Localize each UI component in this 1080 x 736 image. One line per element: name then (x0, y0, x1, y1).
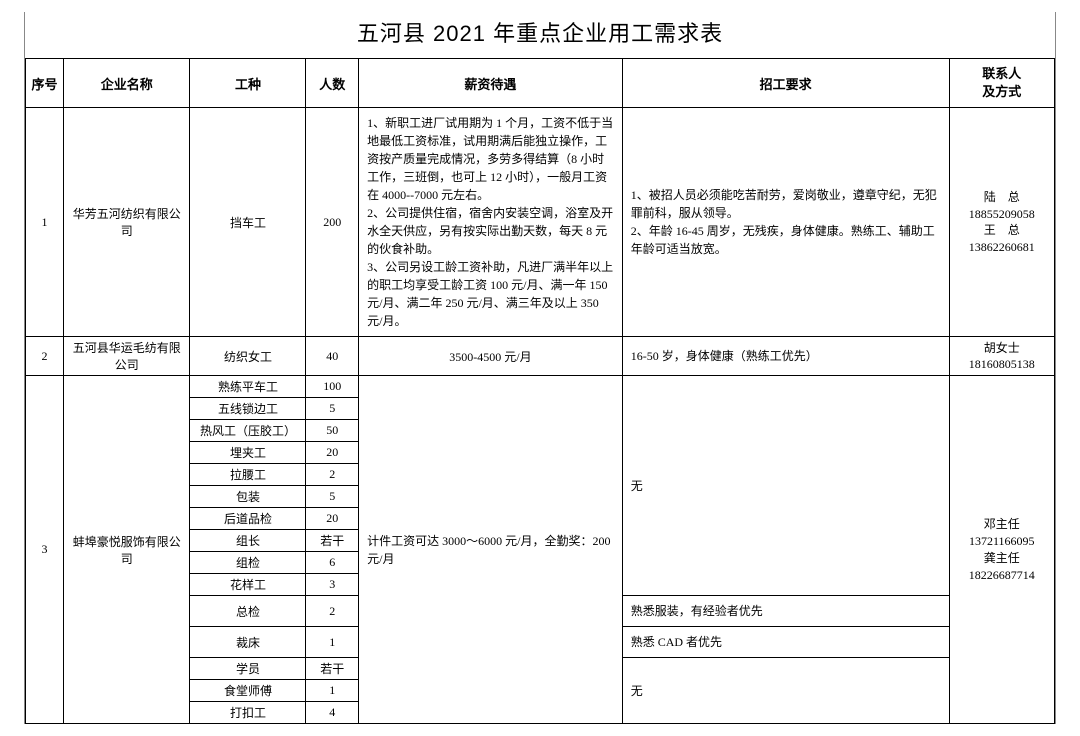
cell-contact: 胡女士18160805138 (949, 337, 1054, 376)
cell-req: 熟悉 CAD 者优先 (622, 627, 949, 658)
cell-contact: 邓主任13721166095龚主任18226687714 (949, 376, 1054, 724)
cell-job: 裁床 (190, 627, 306, 658)
cell-count: 40 (306, 337, 359, 376)
cell-count: 若干 (306, 530, 359, 552)
cell-job: 埋夹工 (190, 442, 306, 464)
cell-pay: 1、新职工进厂试用期为 1 个月，工资不低于当地最低工资标准，试用期满后能独立操… (359, 108, 623, 337)
cell-count: 若干 (306, 658, 359, 680)
cell-job: 热风工（压胶工） (190, 420, 306, 442)
page-title: 五河县 2021 年重点企业用工需求表 (25, 16, 1055, 48)
cell-count: 200 (306, 108, 359, 337)
cell-req: 16-50 岁，身体健康（熟练工优先） (622, 337, 949, 376)
cell-job: 花样工 (190, 574, 306, 596)
cell-job: 组长 (190, 530, 306, 552)
cell-count: 4 (306, 702, 359, 724)
demand-table: 序号 企业名称 工种 人数 薪资待遇 招工要求 联系人及方式 1 华芳五河纺织有… (25, 58, 1055, 724)
cell-job: 食堂师傅 (190, 680, 306, 702)
cell-req: 无 (622, 658, 949, 724)
col-contact: 联系人及方式 (949, 59, 1054, 108)
cell-count: 100 (306, 376, 359, 398)
col-job: 工种 (190, 59, 306, 108)
cell-count: 2 (306, 596, 359, 627)
cell-company: 华芳五河纺织有限公司 (63, 108, 190, 337)
table-header-row: 序号 企业名称 工种 人数 薪资待遇 招工要求 联系人及方式 (26, 59, 1055, 108)
cell-count: 50 (306, 420, 359, 442)
col-pay: 薪资待遇 (359, 59, 623, 108)
cell-job: 挡车工 (190, 108, 306, 337)
cell-contact: 陆 总18855209058王 总13862260681 (949, 108, 1054, 337)
cell-count: 20 (306, 442, 359, 464)
cell-count: 5 (306, 486, 359, 508)
table-row: 1 华芳五河纺织有限公司 挡车工 200 1、新职工进厂试用期为 1 个月，工资… (26, 108, 1055, 337)
cell-pay: 计件工资可达 3000～6000 元/月，全勤奖：200 元/月 (359, 376, 623, 724)
cell-req: 熟悉服装，有经验者优先 (622, 596, 949, 627)
cell-count: 1 (306, 680, 359, 702)
cell-job: 组检 (190, 552, 306, 574)
cell-job: 五线锁边工 (190, 398, 306, 420)
cell-count: 20 (306, 508, 359, 530)
cell-job: 拉腰工 (190, 464, 306, 486)
cell-count: 1 (306, 627, 359, 658)
cell-count: 6 (306, 552, 359, 574)
cell-idx: 1 (26, 108, 64, 337)
cell-company: 五河县华运毛纺有限公司 (63, 337, 190, 376)
cell-job: 打扣工 (190, 702, 306, 724)
cell-job: 纺织女工 (190, 337, 306, 376)
col-count: 人数 (306, 59, 359, 108)
cell-company: 蚌埠豪悦服饰有限公司 (63, 376, 190, 724)
table-row: 2 五河县华运毛纺有限公司 纺织女工 40 3500-4500 元/月 16-5… (26, 337, 1055, 376)
cell-count: 5 (306, 398, 359, 420)
col-idx: 序号 (26, 59, 64, 108)
cell-req: 无 (622, 376, 949, 596)
cell-idx: 2 (26, 337, 64, 376)
cell-job: 后道品检 (190, 508, 306, 530)
col-req: 招工要求 (622, 59, 949, 108)
cell-job: 总检 (190, 596, 306, 627)
table-row: 3 蚌埠豪悦服饰有限公司 熟练平车工 100 计件工资可达 3000～6000 … (26, 376, 1055, 398)
cell-job: 学员 (190, 658, 306, 680)
cell-idx: 3 (26, 376, 64, 724)
cell-job: 熟练平车工 (190, 376, 306, 398)
cell-count: 3 (306, 574, 359, 596)
cell-pay: 3500-4500 元/月 (359, 337, 623, 376)
cell-job: 包装 (190, 486, 306, 508)
cell-req: 1、被招人员必须能吃苦耐劳，爱岗敬业，遵章守纪，无犯罪前科，服从领导。2、年龄 … (622, 108, 949, 337)
col-company: 企业名称 (63, 59, 190, 108)
cell-count: 2 (306, 464, 359, 486)
